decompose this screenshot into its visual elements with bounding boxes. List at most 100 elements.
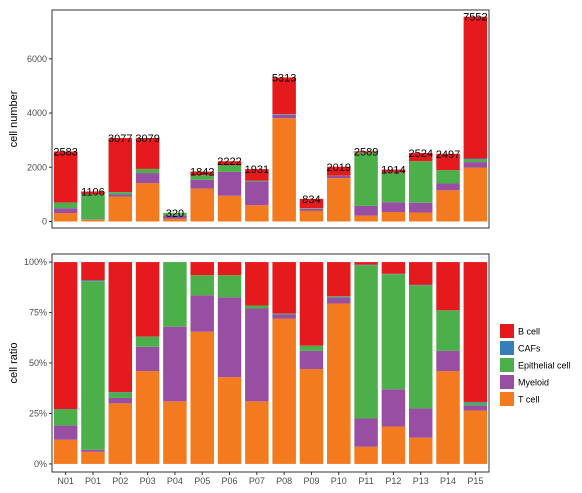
- xtick-label-p02: P02: [112, 476, 128, 486]
- bar-count-p02-t-cell: [109, 197, 132, 222]
- bar-ratio-p01-cafs: [81, 280, 104, 281]
- legend-key-myeloid: [500, 375, 514, 389]
- bar-count-p11-myeloid: [354, 206, 377, 216]
- legend-label-myeloid: Myeloid: [518, 378, 549, 388]
- bar-ratio-p08-epithelial-cell: [272, 314, 295, 315]
- bar-ratio-p03-myeloid: [136, 347, 159, 371]
- xtick-label-p01: P01: [85, 476, 101, 486]
- bar-count-p08-myeloid: [272, 115, 295, 119]
- xtick-label-n01: N01: [57, 476, 74, 486]
- bar-ratio-p02-cafs: [109, 392, 132, 393]
- bar-ratio-p09-epithelial-cell: [300, 346, 323, 351]
- bar-ratio-p08-t-cell: [272, 319, 295, 464]
- bar-ratio-p07-t-cell: [245, 401, 268, 464]
- bar-ratio-p06-t-cell: [218, 377, 241, 464]
- bar-ratio-p12-myeloid: [382, 389, 405, 426]
- bar-count-n01-t-cell: [54, 213, 77, 221]
- bar-count-p07-t-cell: [245, 205, 268, 221]
- ytick-label-top-2000: 2000: [27, 162, 47, 172]
- total-label-p06: 2222: [217, 156, 241, 168]
- bar-count-p14-epithelial-cell: [436, 170, 459, 183]
- legend-key-b-cell: [500, 324, 514, 338]
- bar-count-p15-myeloid: [464, 162, 487, 167]
- bar-ratio-p08-myeloid: [272, 315, 295, 319]
- bar-count-p02-b-cell: [109, 138, 132, 192]
- xtick-label-p13: P13: [413, 476, 429, 486]
- bar-count-p10-t-cell: [327, 178, 350, 221]
- bar-ratio-p05-t-cell: [190, 332, 213, 464]
- ytick-label-top-6000: 6000: [27, 54, 47, 64]
- bar-count-p06-t-cell: [218, 196, 241, 222]
- total-label-p13: 2524: [408, 148, 432, 160]
- total-label-p01: 1106: [81, 187, 105, 199]
- bar-count-p15-t-cell: [464, 168, 487, 222]
- legend-label-epithelial-cell: Epithelial cell: [518, 361, 571, 371]
- bar-ratio-p02-myeloid: [109, 398, 132, 403]
- bar-ratio-p13-epithelial-cell: [409, 285, 432, 408]
- total-label-n01: 2583: [53, 146, 77, 158]
- bar-ratio-p12-b-cell: [382, 262, 405, 274]
- bar-ratio-p04-epithelial-cell: [163, 262, 186, 327]
- xtick-label-p04: P04: [167, 476, 183, 486]
- bar-ratio-p15-cafs: [464, 402, 487, 403]
- bar-ratio-p13-b-cell: [409, 262, 432, 285]
- bar-count-p14-myeloid: [436, 184, 459, 191]
- bar-ratio-p13-myeloid: [409, 408, 432, 437]
- legend-label-cafs: CAFs: [518, 344, 541, 354]
- bar-ratio-p02-epithelial-cell: [109, 393, 132, 398]
- bar-ratio-p11-t-cell: [354, 447, 377, 464]
- bar-count-p12-t-cell: [382, 212, 405, 221]
- bar-ratio-p06-myeloid: [218, 297, 241, 377]
- bar-ratio-p09-myeloid: [300, 351, 323, 369]
- bar-count-n01-b-cell: [54, 151, 77, 202]
- bar-ratio-p01-myeloid: [81, 450, 104, 452]
- legend-key-cafs: [500, 341, 514, 355]
- bar-ratio-p03-b-cell: [136, 262, 159, 336]
- bar-count-n01-epithelial-cell: [54, 203, 77, 209]
- bar-count-p14-t-cell: [436, 190, 459, 221]
- xtick-label-p10: P10: [331, 476, 347, 486]
- bar-ratio-p05-b-cell: [190, 262, 213, 275]
- bar-ratio-p06-b-cell: [218, 262, 241, 275]
- bar-ratio-p12-t-cell: [382, 427, 405, 464]
- bar-ratio-p05-epithelial-cell: [190, 275, 213, 295]
- bar-ratio-p15-myeloid: [464, 405, 487, 410]
- bar-count-p03-myeloid: [136, 173, 159, 183]
- bar-ratio-p05-myeloid: [190, 295, 213, 331]
- ytick-label-top-0: 0: [42, 216, 47, 226]
- bar-ratio-p03-t-cell: [136, 371, 159, 464]
- legend-key-epithelial-cell: [500, 358, 514, 372]
- bar-count-p02-myeloid: [109, 194, 132, 196]
- total-label-p05: 1842: [190, 167, 214, 179]
- bar-count-p15-b-cell: [464, 17, 487, 159]
- bar-ratio-p07-epithelial-cell: [245, 305, 268, 308]
- bar-ratio-p07-myeloid: [245, 309, 268, 402]
- bar-ratio-p02-b-cell: [109, 262, 132, 392]
- total-label-p04: 320: [166, 208, 184, 220]
- bar-ratio-p14-myeloid: [436, 351, 459, 371]
- bar-count-p07-myeloid: [245, 181, 268, 205]
- total-label-p10: 2019: [327, 162, 351, 174]
- bar-count-p12-epithelial-cell: [382, 173, 405, 203]
- total-label-p09: 834: [302, 194, 320, 206]
- bar-count-p13-t-cell: [409, 213, 432, 222]
- legend-key-t-cell: [500, 392, 514, 406]
- xtick-label-p14: P14: [440, 476, 456, 486]
- ytick-label-bottom-25: 25%: [29, 408, 47, 418]
- bar-ratio-p15-t-cell: [464, 410, 487, 463]
- total-label-p03: 3079: [135, 133, 159, 145]
- bar-count-p05-t-cell: [190, 189, 213, 222]
- legend-label-b-cell: B cell: [518, 327, 540, 337]
- xtick-label-p05: P05: [194, 476, 210, 486]
- bar-ratio-n01-epithelial-cell: [54, 409, 77, 425]
- ytick-label-bottom-50: 50%: [29, 358, 47, 368]
- bar-ratio-p13-t-cell: [409, 438, 432, 464]
- total-label-p08: 5313: [272, 72, 296, 84]
- bar-ratio-p15-epithelial-cell: [464, 403, 487, 406]
- bar-ratio-p09-t-cell: [300, 369, 323, 464]
- bar-ratio-p08-b-cell: [272, 262, 295, 313]
- bar-ratio-p15-b-cell: [464, 262, 487, 402]
- bar-ratio-p14-b-cell: [436, 262, 459, 310]
